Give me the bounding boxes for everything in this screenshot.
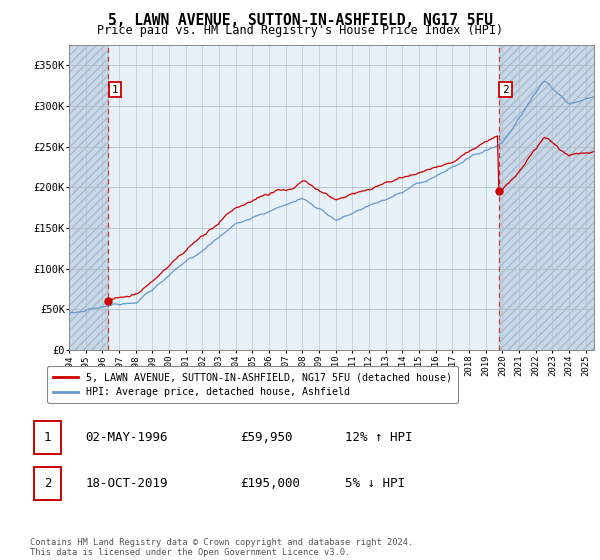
Text: 1: 1 [44,431,52,444]
FancyBboxPatch shape [34,421,61,454]
Text: 12% ↑ HPI: 12% ↑ HPI [344,431,412,444]
Text: 2: 2 [44,477,52,490]
Text: 1: 1 [112,85,118,95]
Text: 2: 2 [502,85,509,95]
Text: Contains HM Land Registry data © Crown copyright and database right 2024.
This d: Contains HM Land Registry data © Crown c… [30,538,413,557]
Text: 5, LAWN AVENUE, SUTTON-IN-ASHFIELD, NG17 5FU: 5, LAWN AVENUE, SUTTON-IN-ASHFIELD, NG17… [107,13,493,28]
Legend: 5, LAWN AVENUE, SUTTON-IN-ASHFIELD, NG17 5FU (detached house), HPI: Average pric: 5, LAWN AVENUE, SUTTON-IN-ASHFIELD, NG17… [47,366,458,403]
Text: 5% ↓ HPI: 5% ↓ HPI [344,477,404,490]
Text: 02-MAY-1996: 02-MAY-1996 [85,431,168,444]
FancyBboxPatch shape [34,467,61,501]
Text: £195,000: £195,000 [240,477,300,490]
Text: 18-OCT-2019: 18-OCT-2019 [85,477,168,490]
Text: Price paid vs. HM Land Registry's House Price Index (HPI): Price paid vs. HM Land Registry's House … [97,24,503,37]
Text: £59,950: £59,950 [240,431,292,444]
